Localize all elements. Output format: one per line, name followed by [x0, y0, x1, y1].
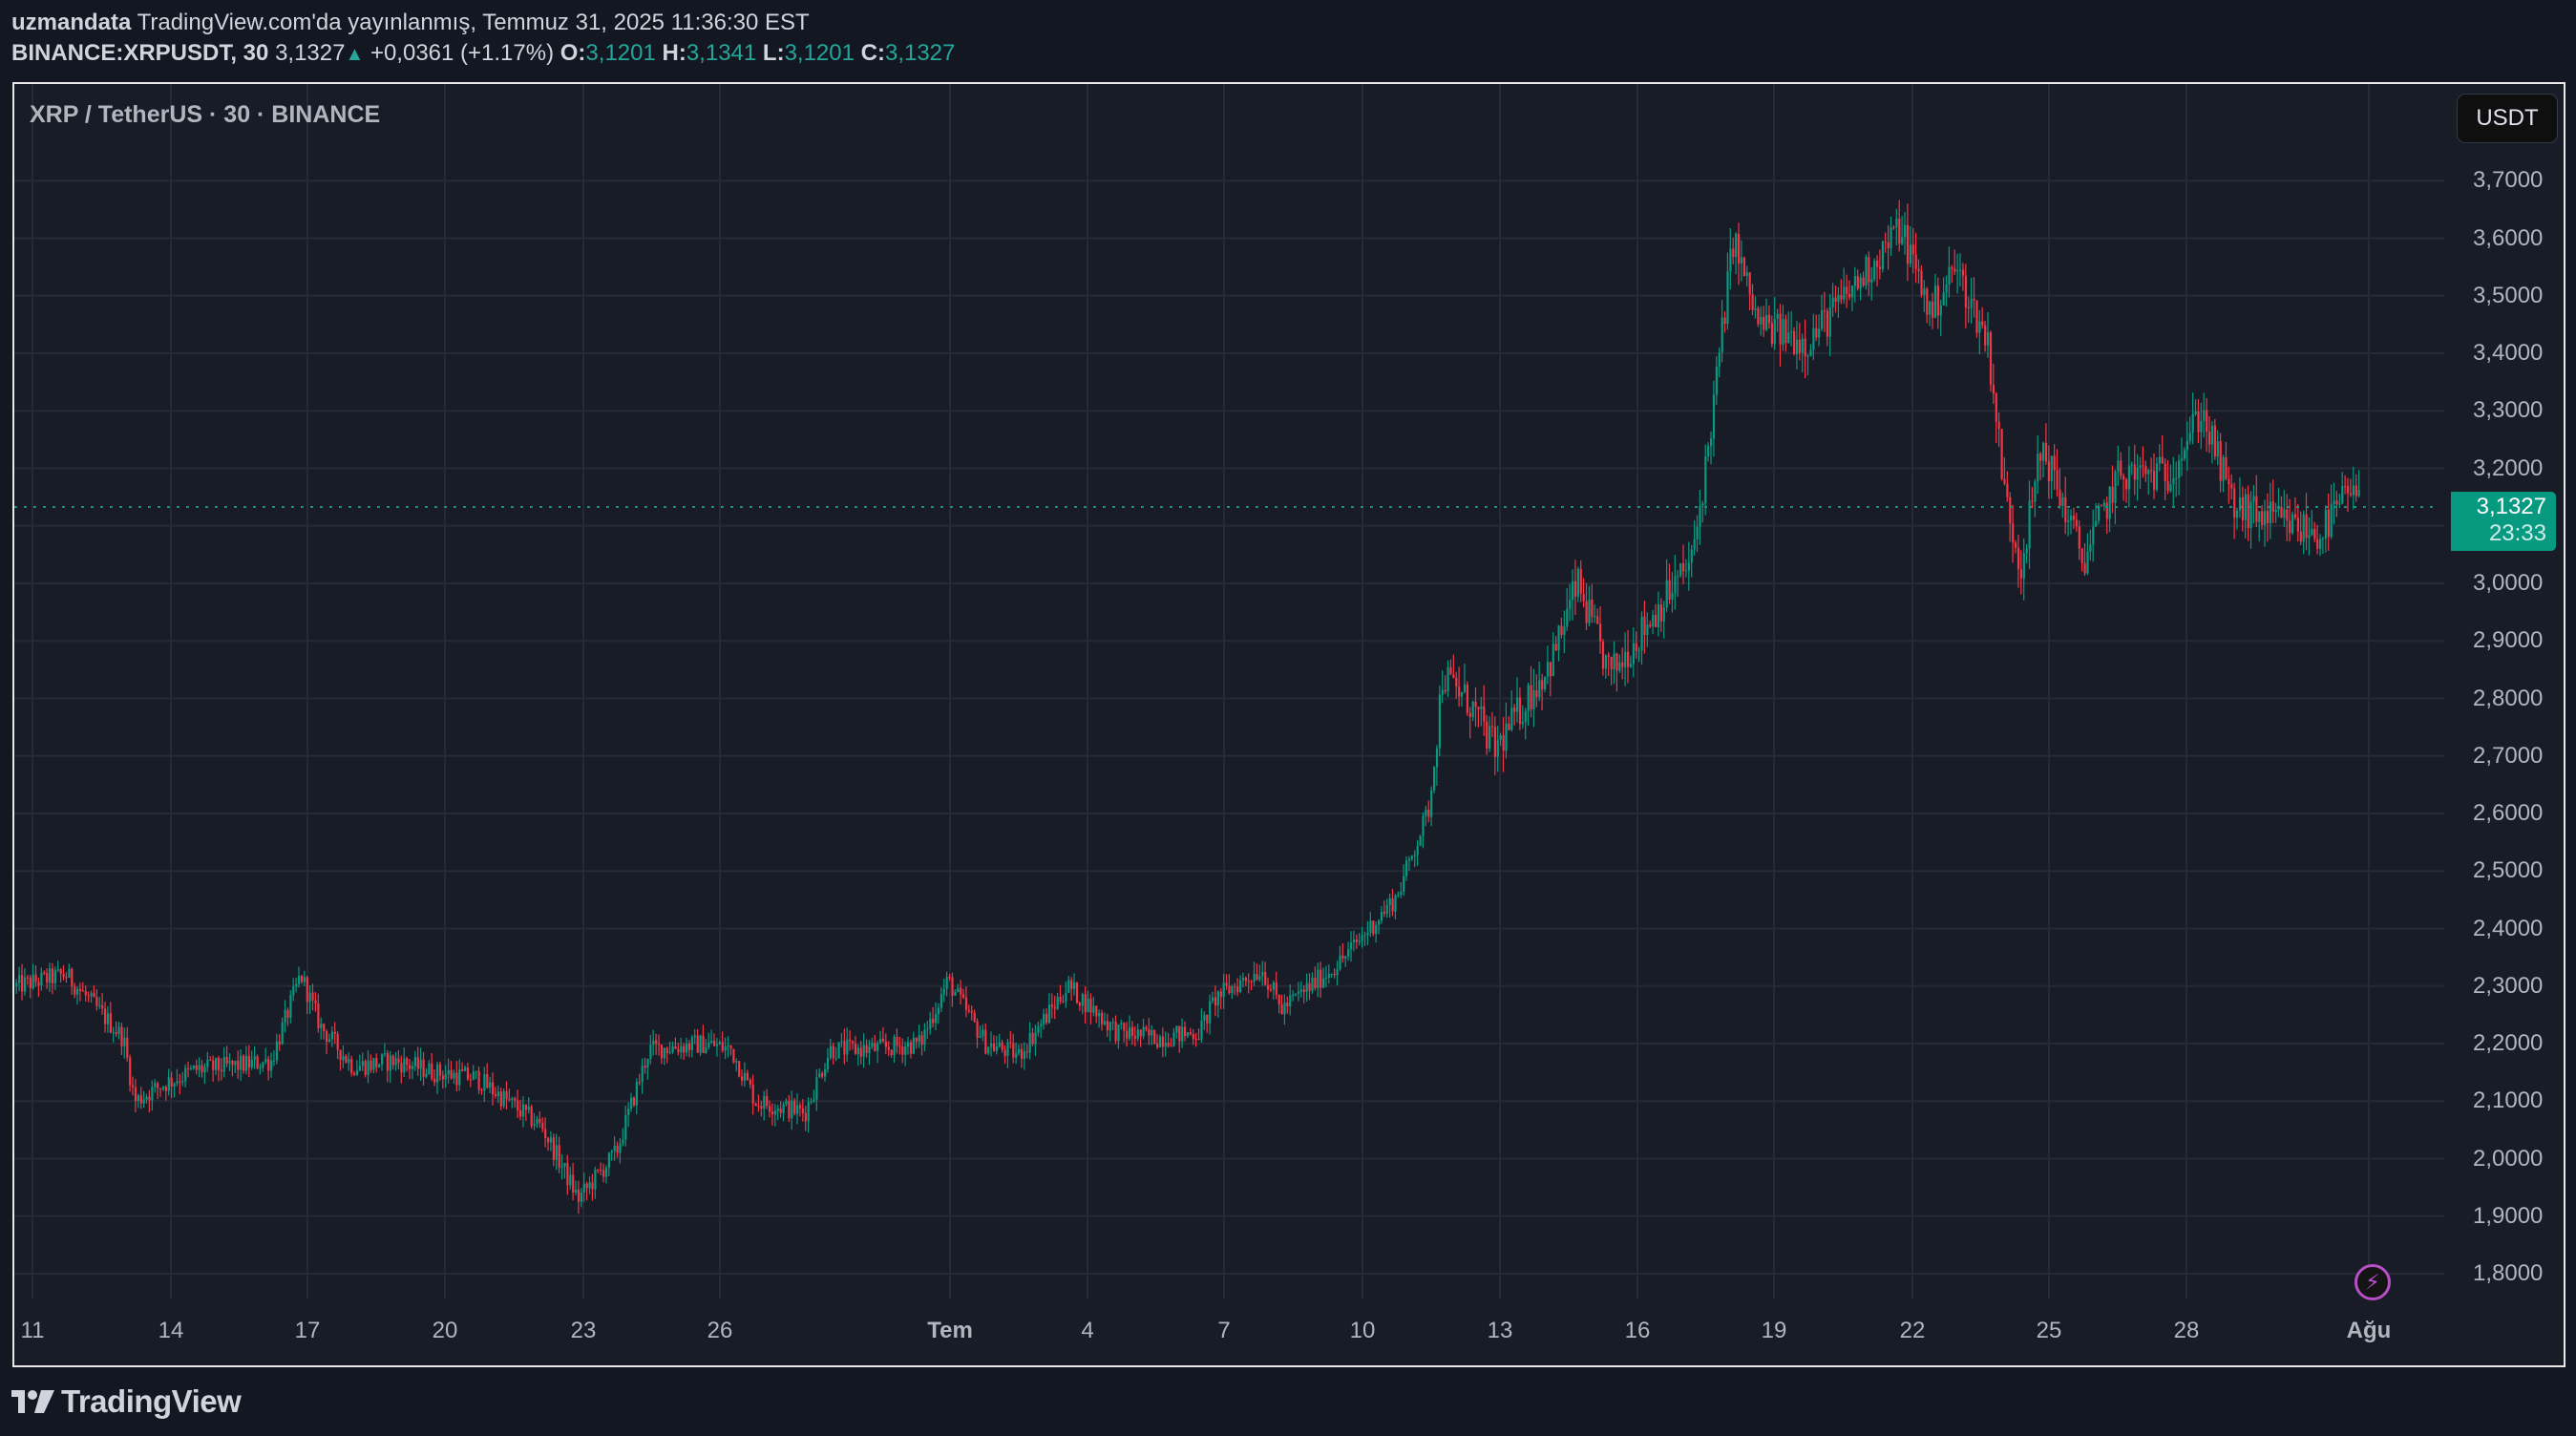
high-value: 3,1341 — [686, 40, 757, 66]
last-price: 3,1327 — [275, 40, 346, 66]
price-tick: 2,4000 — [2473, 915, 2544, 941]
price-tick: 2,3000 — [2473, 972, 2544, 999]
time-tick: 4 — [1081, 1318, 1094, 1343]
time-tick: 17 — [294, 1318, 321, 1343]
time-tick: 20 — [432, 1318, 458, 1343]
price-tick: 3,3000 — [2473, 397, 2544, 424]
open-label: O: — [560, 40, 586, 66]
price-tick: 2,7000 — [2473, 742, 2544, 769]
price-tick: 3,7000 — [2473, 167, 2544, 194]
tradingview-logo-icon — [11, 1390, 54, 1413]
price-tick: 3,5000 — [2473, 282, 2544, 308]
price-tick: 2,5000 — [2473, 857, 2544, 884]
current-price-label: 3,1327 23:33 — [2451, 492, 2556, 552]
price-tick: 3,0000 — [2473, 570, 2544, 596]
price-change: +0,0361 (+1.17%) — [370, 40, 555, 66]
low-value: 3,1201 — [784, 40, 855, 66]
time-tick: 16 — [1624, 1318, 1651, 1343]
price-tick: 1,8000 — [2473, 1260, 2544, 1286]
price-tick: 1,9000 — [2473, 1202, 2544, 1229]
author-name[interactable]: uzmandata — [11, 10, 132, 35]
price-tick: 2,1000 — [2473, 1088, 2544, 1114]
close-label: C: — [860, 40, 885, 66]
price-tick: 3,4000 — [2473, 340, 2544, 366]
current-price-value: 3,1327 — [2476, 494, 2546, 520]
time-tick: 22 — [1899, 1318, 1926, 1343]
price-tick: 2,0000 — [2473, 1145, 2544, 1172]
up-arrow-icon: ▲ — [345, 44, 365, 65]
high-label: H: — [662, 40, 686, 66]
time-tick: 26 — [707, 1318, 733, 1343]
time-tick: 28 — [2173, 1318, 2200, 1343]
time-tick: 14 — [158, 1318, 184, 1343]
time-tick: 25 — [2036, 1318, 2062, 1343]
price-tick: 2,6000 — [2473, 800, 2544, 826]
brand-name: TradingView — [61, 1383, 242, 1419]
bar-countdown: 23:33 — [2488, 520, 2546, 547]
time-tick: 23 — [570, 1318, 597, 1343]
time-tick: 13 — [1487, 1318, 1513, 1343]
symbol-name: BINANCE:XRPUSDT, 30 — [11, 40, 269, 66]
low-label: L: — [762, 40, 785, 66]
price-tick: 2,2000 — [2473, 1030, 2544, 1056]
price-tick: 3,2000 — [2473, 454, 2544, 481]
time-tick: Tem — [927, 1318, 973, 1343]
time-tick: 19 — [1761, 1318, 1787, 1343]
lightning-icon[interactable]: ⚡ — [2354, 1264, 2391, 1300]
tradingview-brand[interactable]: TradingView — [11, 1383, 242, 1421]
time-tick: 10 — [1349, 1318, 1376, 1343]
publish-text: TradingView.com'da yayınlanmış, Temmuz 3… — [137, 10, 810, 35]
close-value: 3,1327 — [884, 40, 956, 66]
publish-info: uzmandata TradingView.com'da yayınlanmış… — [11, 8, 810, 38]
price-tick: 3,6000 — [2473, 224, 2544, 251]
price-tick: 2,8000 — [2473, 685, 2544, 711]
chart-legend: XRP / TetherUS · 30 · BINANCE — [30, 101, 381, 128]
time-tick: 11 — [20, 1318, 45, 1343]
chart-pane[interactable]: XRP / TetherUS · 30 · BINANCE USDT 3,700… — [12, 82, 2565, 1367]
candlestick-chart[interactable] — [14, 84, 2564, 1365]
price-tick: 2,9000 — [2473, 627, 2544, 654]
time-tick: Ağu — [2346, 1318, 2392, 1343]
time-tick: 7 — [1217, 1318, 1231, 1343]
open-value: 3,1201 — [585, 40, 656, 66]
symbol-info-bar: BINANCE:XRPUSDT, 30 3,1327▲ +0,0361 (+1.… — [11, 38, 955, 70]
currency-button[interactable]: USDT — [2457, 94, 2558, 143]
